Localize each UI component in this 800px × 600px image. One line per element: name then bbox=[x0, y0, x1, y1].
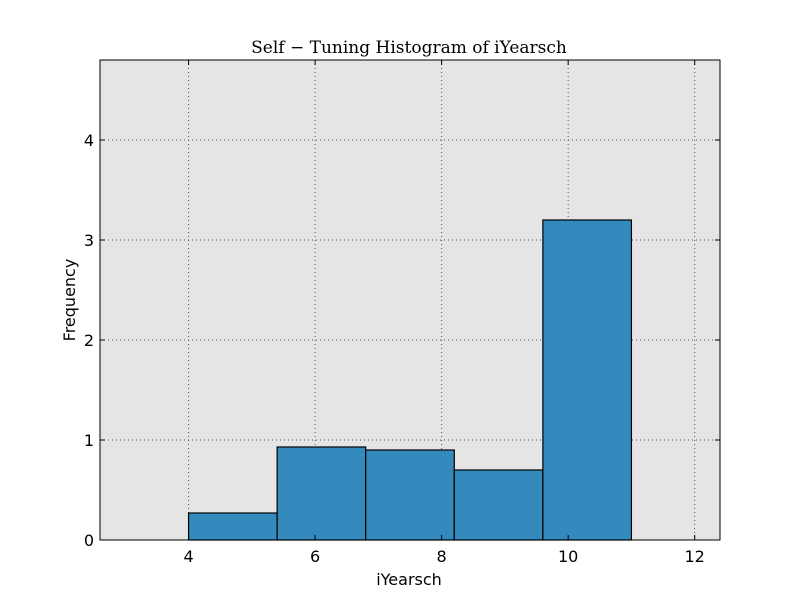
y-tick-label: 0 bbox=[84, 531, 94, 550]
y-tick-label: 3 bbox=[84, 231, 94, 250]
x-tick-label: 8 bbox=[437, 547, 447, 566]
y-tick-label: 4 bbox=[84, 131, 94, 150]
x-tick-label: 6 bbox=[310, 547, 320, 566]
histogram-bar-3 bbox=[365, 449, 455, 541]
histogram-bar-5 bbox=[542, 219, 633, 541]
histogram-bar-1 bbox=[187, 512, 278, 541]
y-axis-label: Frequency bbox=[60, 259, 79, 342]
x-axis-label: iYearsch bbox=[376, 570, 442, 589]
chart-title: Self − Tuning Histogram of iYearsch bbox=[251, 38, 567, 58]
histogram-bars bbox=[187, 219, 633, 541]
x-tick-label: 4 bbox=[183, 547, 193, 566]
y-tick-label: 1 bbox=[84, 431, 94, 450]
x-tick-label: 12 bbox=[685, 547, 705, 566]
x-tick-label: 10 bbox=[558, 547, 578, 566]
y-tick-label: 2 bbox=[84, 331, 94, 350]
plot-frame bbox=[99, 59, 721, 541]
histogram-bar-4 bbox=[453, 469, 544, 541]
histogram-bar-2 bbox=[276, 446, 367, 541]
